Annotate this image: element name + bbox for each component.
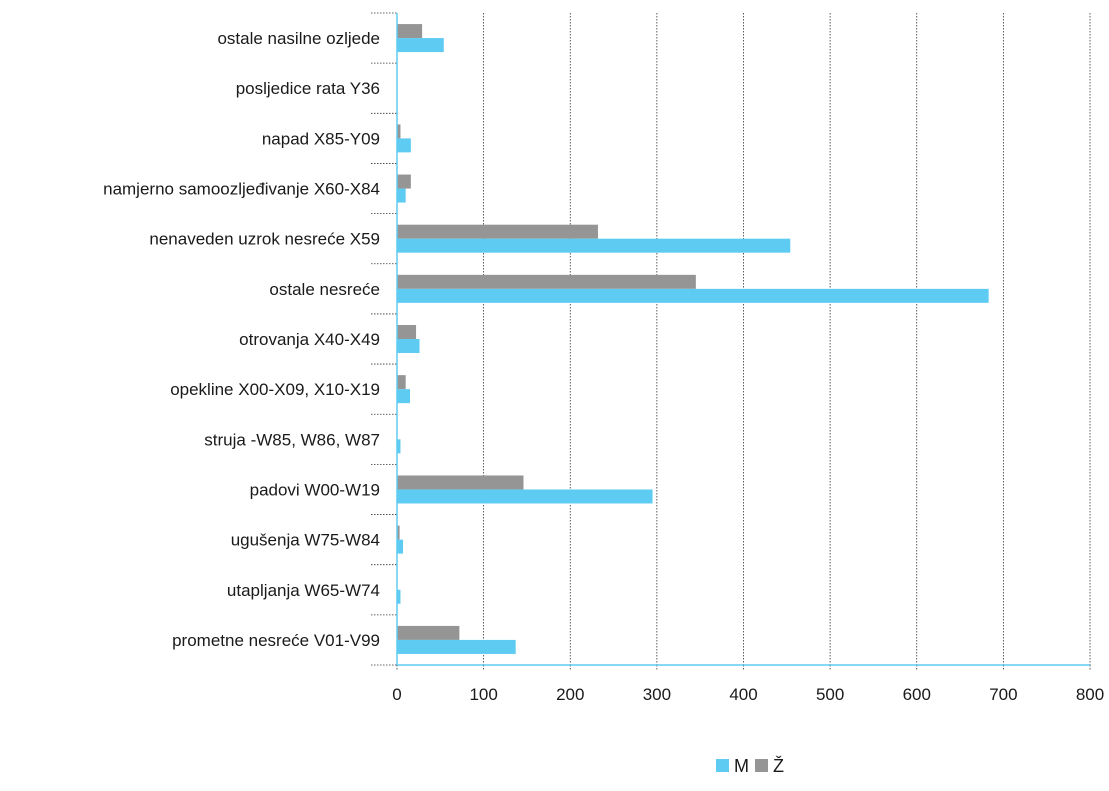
- grid-lines: [396, 13, 1091, 671]
- bar-M: [397, 138, 411, 153]
- bar-M: [397, 339, 420, 353]
- category-label: otrovanja X40-X49: [239, 330, 380, 349]
- category-label: opekline X00-X09, X10-X19: [170, 380, 380, 399]
- x-tick-label: 400: [729, 685, 757, 704]
- x-tick-label: 300: [643, 685, 671, 704]
- category-label: ugušenja W75-W84: [231, 531, 380, 550]
- bars: [397, 24, 989, 654]
- x-tick-label: 700: [989, 685, 1017, 704]
- category-label: namjerno samoozljeđivanje X60-X84: [103, 180, 380, 199]
- category-label: posljedice rata Y36: [236, 79, 380, 98]
- bar-M: [397, 238, 791, 253]
- category-labels: ostale nasilne ozljede posljedice rata Y3…: [103, 29, 380, 650]
- category-label: struja -W85, W86, W87: [204, 430, 380, 449]
- legend-label: M: [734, 756, 749, 776]
- x-tick-labels: 0 100 200 300 400 500 600 700 800: [392, 685, 1104, 704]
- legend-swatch: [755, 759, 768, 772]
- bar-Ž: [397, 274, 696, 289]
- bar-M: [397, 589, 401, 604]
- bar-Ž: [397, 174, 411, 189]
- bar-Ž: [397, 525, 400, 540]
- bar-M: [397, 539, 404, 554]
- bar-Ž: [397, 625, 460, 640]
- x-tick-label: 200: [556, 685, 584, 704]
- x-tick-label: 500: [816, 685, 844, 704]
- legend-label: Ž: [773, 756, 784, 776]
- x-tick-label: 100: [469, 685, 497, 704]
- x-tick-label: 800: [1076, 685, 1104, 704]
- bar-M: [397, 288, 989, 303]
- legend-swatch: [716, 759, 729, 772]
- category-label: napad X85-Y09: [262, 129, 380, 148]
- bar-M: [397, 389, 410, 404]
- bar-M: [397, 188, 406, 203]
- bar-M: [397, 489, 653, 504]
- bar-Ž: [397, 475, 524, 490]
- bar-Ž: [397, 375, 406, 390]
- bar-Ž: [397, 224, 598, 239]
- axes: [371, 12, 1090, 666]
- bar-Ž: [397, 325, 417, 339]
- bar-Ž: [397, 24, 423, 39]
- bar-M: [397, 38, 444, 53]
- x-tick-label: 0: [392, 685, 401, 704]
- category-label: ostale nesreće: [269, 280, 380, 299]
- bar-M: [397, 439, 401, 454]
- category-label: padovi W00-W19: [250, 480, 380, 499]
- bar-M: [397, 639, 516, 654]
- category-label: ostale nasilne ozljede: [217, 29, 380, 48]
- x-tick-label: 600: [903, 685, 931, 704]
- bar-Ž: [397, 124, 401, 139]
- category-label: prometne nesreće V01-V99: [172, 631, 380, 650]
- category-label: utapljanja W65-W74: [227, 581, 380, 600]
- category-label: nenaveden uzrok nesreće X59: [149, 230, 380, 249]
